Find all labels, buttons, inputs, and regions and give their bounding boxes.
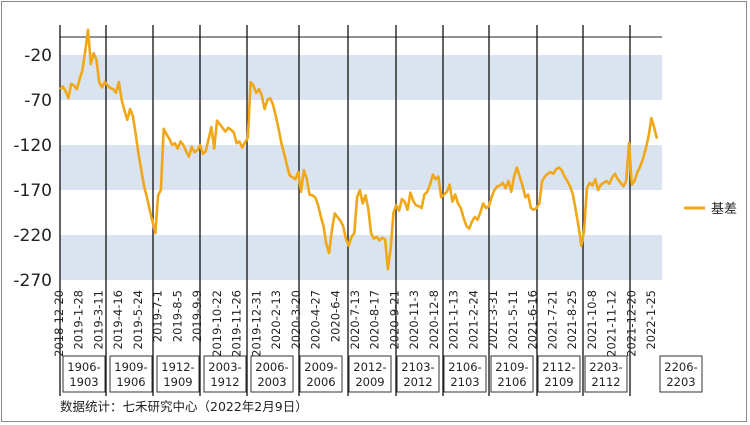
contract-box-line2: 2006 xyxy=(306,375,335,389)
contract-box-line1: 2203- xyxy=(589,360,622,374)
contract-spread-boxes: 1906-1903 1909-1906 1912-1909 2003-1912 2006… xyxy=(62,355,703,393)
x-tick-label: 2018-12-20 xyxy=(52,290,66,357)
contract-box-line1: 2206- xyxy=(664,360,697,374)
contract-box xyxy=(443,355,487,393)
x-tick-label: 2021-7-21 xyxy=(545,290,559,350)
x-tick-label: 2019-10-22 xyxy=(210,290,224,357)
x-tick-label: 2021-10-8 xyxy=(585,290,599,350)
y-tick-label: -120 xyxy=(13,136,52,156)
period-separator-lines xyxy=(59,25,631,396)
x-tick-label: 2020-3-20 xyxy=(289,290,303,350)
x-tick-label: 2019-9-9 xyxy=(190,290,204,342)
x-tick-label: 2021-2-24 xyxy=(466,290,480,350)
contract-box xyxy=(348,355,392,393)
contract-box-line2: 2203 xyxy=(666,375,695,389)
contract-box-line1: 1912- xyxy=(161,360,194,374)
contract-box xyxy=(109,355,153,393)
contract-box xyxy=(490,355,534,393)
contract-box-line1: 2109- xyxy=(495,360,528,374)
contract-box xyxy=(250,355,294,393)
contract-box-line1: 2003- xyxy=(208,360,241,374)
contract-box-line2: 1906 xyxy=(116,375,145,389)
contract-box xyxy=(62,355,106,393)
contract-box-line2: 2012 xyxy=(403,375,432,389)
x-tick-label: 2021-5-11 xyxy=(506,290,520,350)
contract-box-line2: 2103 xyxy=(450,375,479,389)
x-tick-label: 2019-7-1 xyxy=(151,290,165,342)
grid-band xyxy=(60,235,662,280)
contract-box-line2: 1912 xyxy=(210,375,239,389)
series-line-basis xyxy=(59,28,659,271)
x-tick-label: 2020-9-21 xyxy=(387,290,401,350)
contract-box-line2: 2009 xyxy=(355,375,384,389)
y-tick-label: -20 xyxy=(24,46,52,66)
x-tick-label: 2020-11-3 xyxy=(407,290,421,350)
x-tick-label: 2019-1-28 xyxy=(72,290,86,350)
legend-label: 基差 xyxy=(711,202,737,217)
x-tick-label: 2021-8-25 xyxy=(565,290,579,350)
x-tick-label: 2019-5-24 xyxy=(131,290,145,350)
x-tick-label: 2021-3-31 xyxy=(486,290,500,350)
contract-box-line2: 1909 xyxy=(163,375,192,389)
series-basis xyxy=(59,28,659,271)
contract-box-line2: 2109 xyxy=(544,375,573,389)
x-axis: 2018-12-20 2019-1-28 2019-3-11 2019-4-16 201… xyxy=(52,290,658,357)
x-tick-label: 2021-11-12 xyxy=(605,290,619,357)
contract-box xyxy=(659,355,703,393)
x-tick-label: 2020-12-8 xyxy=(427,290,441,350)
x-tick-label: 2021-1-13 xyxy=(447,290,461,350)
contract-box-line2: 2112 xyxy=(591,375,620,389)
contract-box-line1: 2106- xyxy=(448,360,481,374)
contract-box xyxy=(156,355,200,393)
grid-band xyxy=(60,55,662,100)
y-tick-label: -270 xyxy=(13,271,52,291)
y-tick-label: -220 xyxy=(13,226,52,246)
x-tick-label: 2019-12-31 xyxy=(249,290,263,357)
legend: 基差 xyxy=(684,202,737,217)
contract-box xyxy=(396,355,440,393)
x-tick-label: 2020-2-13 xyxy=(269,290,283,350)
contract-box-line1: 2009- xyxy=(304,360,337,374)
contract-box xyxy=(584,355,628,393)
contract-box-line2: 2106 xyxy=(497,375,526,389)
y-tick-label: -170 xyxy=(13,181,52,201)
x-tick-label: 2020-7-13 xyxy=(348,290,362,350)
x-tick-label: 2019-4-16 xyxy=(111,290,125,350)
contract-box-line1: 2103- xyxy=(401,360,434,374)
x-tick-label: 2020-4-27 xyxy=(309,290,323,350)
grid-bands xyxy=(60,36,662,280)
contract-box-line1: 2006- xyxy=(255,360,288,374)
x-tick-label: 2021-12-20 xyxy=(624,290,638,357)
x-tick-label: 2019-3-11 xyxy=(91,290,105,350)
y-axis: -20 -70 -120 -170 -220 -270 xyxy=(13,46,52,291)
contract-box xyxy=(299,355,343,393)
contract-box-line2: 2003 xyxy=(257,375,286,389)
x-tick-label: 2020-8-17 xyxy=(368,290,382,350)
grid-band xyxy=(60,145,662,190)
contract-box-line1: 2012- xyxy=(353,360,386,374)
x-tick-label: 2021-6-16 xyxy=(526,290,540,350)
contract-box-line1: 1909- xyxy=(114,360,147,374)
x-tick-label: 2019-11-26 xyxy=(230,290,244,357)
contract-box-line1: 1906- xyxy=(67,360,100,374)
x-tick-label: 2019-8-5 xyxy=(170,290,184,342)
x-tick-label: 2020-6-4 xyxy=(328,290,342,342)
y-tick-label: -70 xyxy=(24,91,52,111)
x-tick-label: 2022-1-25 xyxy=(644,290,658,350)
contract-box-line1: 2112- xyxy=(542,360,575,374)
contract-box xyxy=(203,355,247,393)
contract-box-line2: 1903 xyxy=(69,375,98,389)
source-note: 数据统计：七禾研究中心（2022年2月9日） xyxy=(60,399,308,414)
contract-box xyxy=(537,355,581,393)
